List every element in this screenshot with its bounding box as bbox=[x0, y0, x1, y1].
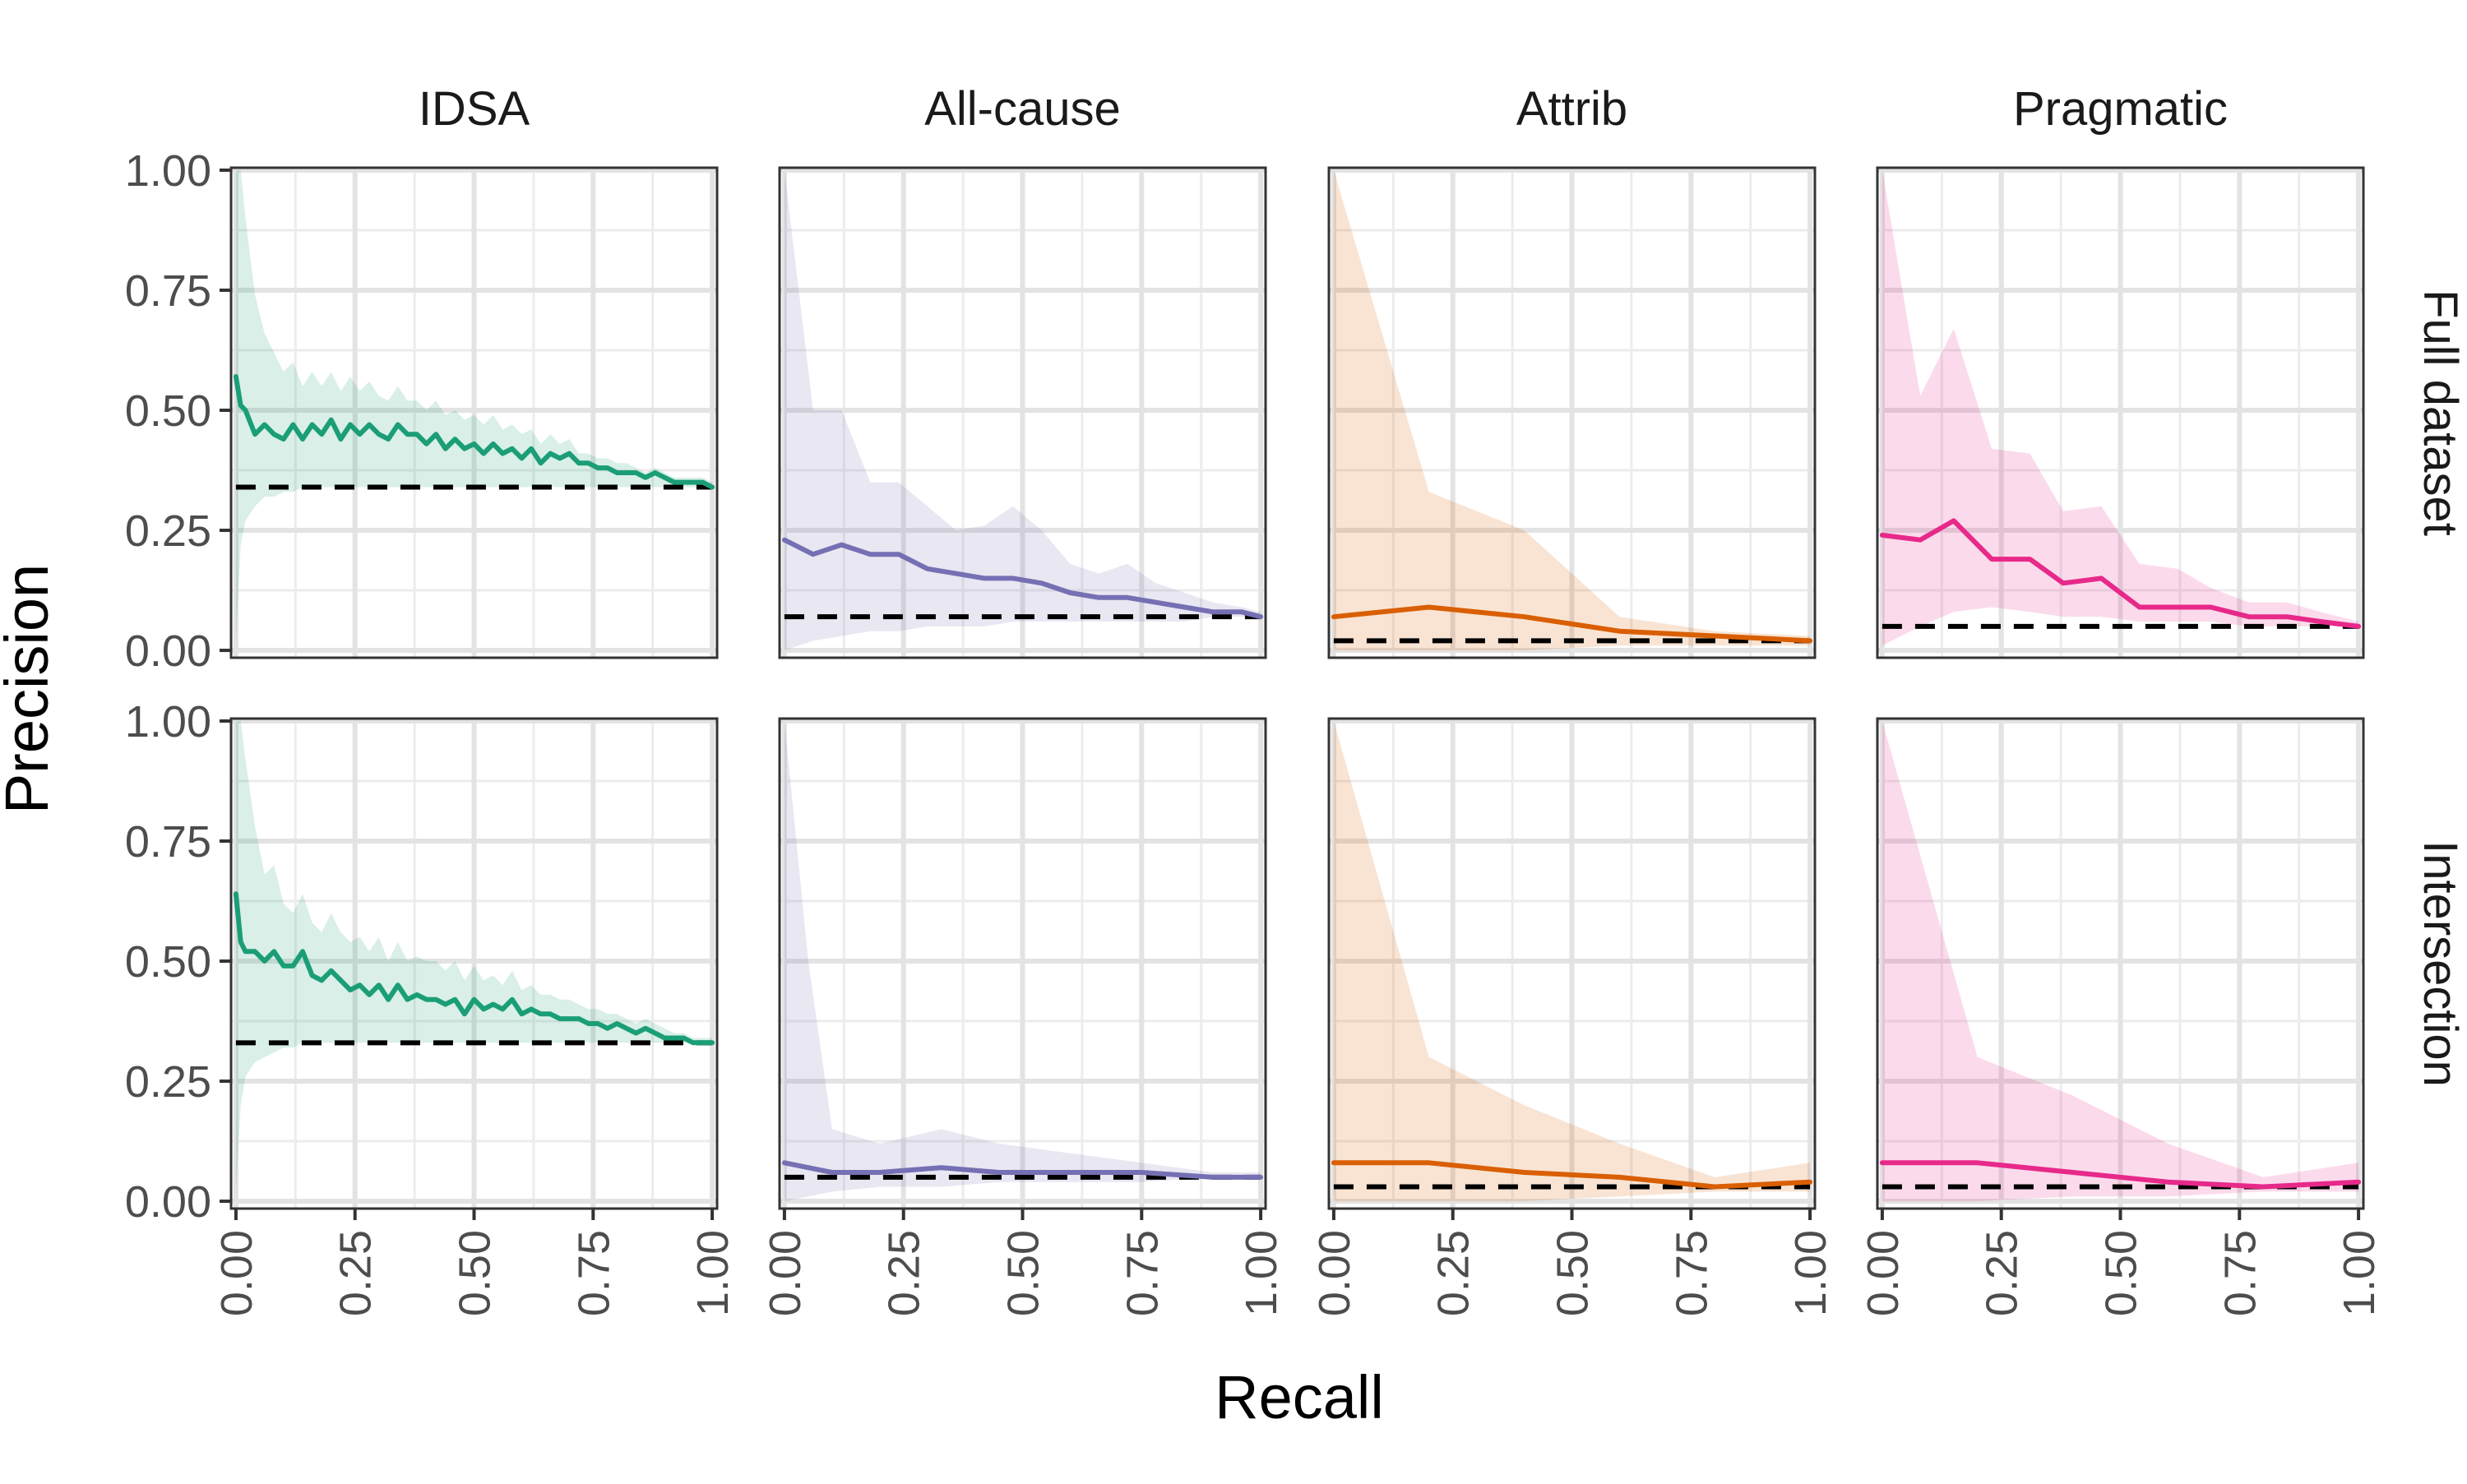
panel-intersection-idsa: 0.00 0.25 0.50 0.75 1.00 0.00 0.25 0.50 0.75 1.00 bbox=[125, 697, 738, 1316]
panel-intersection-all-cause-x-tick-label: 0.75 bbox=[1118, 1230, 1167, 1316]
panel-full-dataset-all-cause-series-line bbox=[781, 537, 1264, 620]
panel-intersection-idsa-y-tick-label: 1.00 bbox=[125, 697, 211, 747]
panel-full-dataset-all-cause bbox=[778, 166, 1267, 659]
panel-intersection-pragmatic-x-tick-label: 0.50 bbox=[2097, 1230, 2146, 1316]
panel-intersection-attrib-x-tick-label: 0.00 bbox=[1310, 1230, 1359, 1316]
panel-full-dataset-idsa-border bbox=[229, 166, 719, 659]
panel-full-dataset-pragmatic bbox=[1876, 166, 2365, 659]
panel-full-dataset-pragmatic-ribbon bbox=[1881, 170, 2359, 646]
panel-intersection-idsa-ribbon bbox=[235, 721, 713, 1192]
panel-intersection-attrib-series-line bbox=[1331, 1160, 1813, 1190]
panel-intersection-attrib-x-tick-label: 0.50 bbox=[1548, 1230, 1598, 1316]
panel-intersection-all-cause-x-tick-label: 0.25 bbox=[880, 1230, 929, 1316]
column-label-idsa: IDSA bbox=[419, 82, 530, 136]
panel-intersection-all-cause-x-tick-label: 0.00 bbox=[761, 1230, 810, 1316]
panel-intersection-pragmatic-ribbon bbox=[1881, 721, 2359, 1202]
panel-full-dataset-idsa-y-tick-label: 0.00 bbox=[125, 626, 211, 676]
column-label-attrib: Attrib bbox=[1516, 82, 1627, 136]
row-label-intersection: Intersection bbox=[2414, 840, 2467, 1087]
panel-intersection-all-cause-x-tick-label: 0.50 bbox=[999, 1230, 1048, 1316]
panel-intersection-attrib-x-tick-label: 1.00 bbox=[1786, 1230, 1835, 1316]
panel-intersection-idsa-x-tick-label: 0.25 bbox=[331, 1230, 381, 1316]
panel-intersection-all-cause-series-line bbox=[781, 1160, 1264, 1180]
panel-intersection-attrib-x-tick-label: 0.75 bbox=[1667, 1230, 1716, 1316]
panel-intersection-all-cause-x-tick-label: 1.00 bbox=[1237, 1230, 1286, 1316]
panel-intersection-idsa-y-tick-label: 0.25 bbox=[125, 1057, 211, 1107]
panel-intersection-idsa-series-line bbox=[233, 891, 715, 1046]
panel-full-dataset-pragmatic-border bbox=[1876, 166, 2365, 659]
panel-intersection-idsa-y-tick-label: 0.75 bbox=[125, 817, 211, 867]
panel-full-dataset-idsa-ribbon bbox=[235, 170, 713, 641]
panel-intersection-idsa-y-tick-label: 0.50 bbox=[125, 937, 211, 987]
panel-full-dataset-idsa-y-tick-label: 1.00 bbox=[125, 146, 211, 196]
panel-intersection-idsa-x-tick-label: 0.50 bbox=[451, 1230, 500, 1316]
panel-intersection-attrib-ribbon bbox=[1333, 721, 1811, 1202]
panel-intersection-attrib-x-tick-label: 0.25 bbox=[1429, 1230, 1479, 1316]
panel-intersection-idsa-x-tick-label: 0.00 bbox=[212, 1230, 262, 1316]
panel-intersection-idsa-x-tick-label: 0.75 bbox=[569, 1230, 618, 1316]
panel-intersection-pragmatic-series-line bbox=[1879, 1160, 2362, 1190]
panel-intersection-pragmatic-x-tick-label: 0.75 bbox=[2215, 1230, 2265, 1316]
column-label-all-cause: All-cause bbox=[924, 82, 1121, 136]
panel-intersection-idsa-x-tick-label: 1.00 bbox=[688, 1230, 738, 1316]
panel-intersection-pragmatic: 0.00 0.25 0.50 0.75 1.00 bbox=[1858, 717, 2384, 1316]
y-axis-title: Precision bbox=[0, 564, 61, 814]
x-axis-title: Recall bbox=[1215, 1363, 1384, 1431]
panel-full-dataset-idsa-y-tick-label: 0.25 bbox=[125, 506, 211, 556]
panel-intersection-all-cause-ribbon bbox=[784, 721, 1261, 1202]
panel-full-dataset-idsa-series-line bbox=[233, 374, 715, 490]
panel-full-dataset-attrib bbox=[1327, 166, 1817, 659]
panel-full-dataset-attrib-series-line bbox=[1331, 604, 1813, 644]
panel-intersection-attrib: 0.00 0.25 0.50 0.75 1.00 bbox=[1310, 717, 1835, 1316]
panel-full-dataset-attrib-ribbon bbox=[1333, 170, 1811, 651]
panel-intersection-idsa-y-tick-label: 0.00 bbox=[125, 1177, 211, 1227]
row-label-full-dataset: Full dataset bbox=[2414, 289, 2467, 536]
panel-intersection-all-cause: 0.00 0.25 0.50 0.75 1.00 bbox=[761, 717, 1286, 1316]
panel-full-dataset-idsa-y-tick-label: 0.75 bbox=[125, 266, 211, 316]
column-label-pragmatic: Pragmatic bbox=[2013, 82, 2228, 136]
panel-full-dataset-pragmatic-series-line bbox=[1879, 518, 2362, 629]
panel-full-dataset-idsa: 0.00 0.25 0.50 0.75 1.00 bbox=[125, 146, 719, 676]
panel-full-dataset-idsa-y-tick-label: 0.50 bbox=[125, 386, 211, 436]
panel-full-dataset-all-cause-ribbon bbox=[784, 170, 1261, 651]
panel-full-dataset-all-cause-border bbox=[778, 166, 1267, 659]
panel-intersection-pragmatic-x-tick-label: 0.25 bbox=[1978, 1230, 2027, 1316]
panel-full-dataset-attrib-border bbox=[1327, 166, 1817, 659]
panel-intersection-pragmatic-x-tick-label: 0.00 bbox=[1858, 1230, 1908, 1316]
panel-intersection-pragmatic-x-tick-label: 1.00 bbox=[2335, 1230, 2384, 1316]
